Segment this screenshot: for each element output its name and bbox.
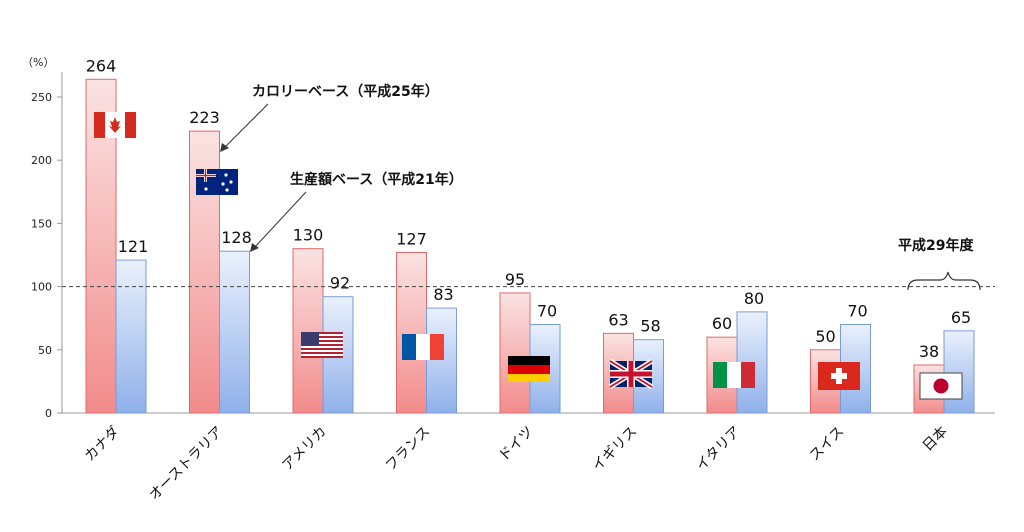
value-label-calorie: 95: [505, 270, 525, 289]
category-label: イタリア: [693, 424, 744, 475]
value-label-production: 58: [640, 317, 660, 336]
category-label: フランス: [383, 424, 434, 475]
y-tick-label: 100: [31, 281, 52, 294]
production-annotation: 生産額ベース（平成21年）: [290, 171, 463, 188]
value-label-calorie: 264: [86, 56, 117, 75]
category-label: 日本: [920, 424, 951, 455]
switzerland-flag: [818, 362, 860, 390]
value-label-production: 83: [433, 285, 453, 304]
bar-calorie: [396, 251, 427, 414]
production-arrow: [253, 191, 307, 249]
japan-flag: [919, 372, 963, 400]
calorie-arrow-head: [220, 143, 229, 152]
category-label: イギリス: [589, 424, 640, 475]
y-unit-label: （%）: [22, 56, 54, 69]
production-arrow-head: [250, 243, 259, 252]
category-label: アメリカ: [279, 424, 329, 474]
bar-production: [115, 259, 147, 414]
y-tick-label: 0: [45, 407, 52, 420]
category-label: スイス: [807, 424, 848, 465]
value-label-production: 80: [744, 289, 764, 308]
y-tick-label: 150: [31, 217, 52, 230]
value-label-calorie: 50: [815, 327, 835, 346]
value-label-calorie: 127: [396, 229, 427, 248]
value-label-production: 70: [847, 302, 867, 321]
australia-flag: [196, 169, 238, 195]
uk-flag: [608, 358, 654, 390]
value-label-calorie: 38: [919, 342, 939, 361]
value-label-production: 128: [221, 228, 252, 247]
value-label-calorie: 60: [712, 314, 732, 333]
canada-flag: [94, 112, 136, 138]
calorie-annotation: カロリーベース（平成25年）: [252, 83, 439, 100]
y-tick-label: 200: [31, 154, 52, 167]
y-tick-label: 50: [38, 344, 52, 357]
japan-year-annotation: 平成29年度: [898, 237, 974, 254]
bar-production: [219, 250, 250, 414]
value-label-calorie: 63: [608, 310, 628, 329]
usa-flag: [301, 332, 343, 358]
calorie-arrow: [223, 103, 269, 149]
value-label-production: 70: [537, 302, 557, 321]
bar-calorie: [292, 248, 324, 414]
germany-flag: [508, 356, 550, 382]
value-label-production: 65: [951, 308, 971, 327]
category-label: カナダ: [82, 424, 123, 465]
japan-brace: [907, 271, 981, 291]
bar-calorie: [499, 292, 531, 414]
bar-production: [426, 307, 457, 414]
value-label-calorie: 223: [189, 108, 220, 127]
category-label: オーストラリア: [146, 424, 226, 504]
value-label-production: 121: [118, 237, 149, 256]
bar-production: [943, 330, 975, 414]
italy-flag: [713, 362, 755, 388]
y-tick-label: 250: [31, 91, 52, 104]
value-label-calorie: 130: [293, 226, 324, 245]
category-label: ドイツ: [496, 424, 537, 465]
value-label-production: 92: [330, 274, 350, 293]
france-flag: [402, 334, 444, 360]
